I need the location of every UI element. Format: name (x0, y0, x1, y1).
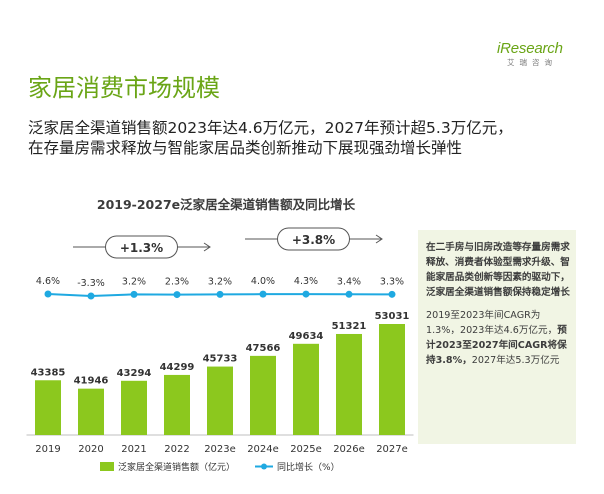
logo-subtitle: 艾瑞咨询 (507, 58, 557, 67)
insight-text-before: 2019至2023年间CAGR为1.3%，2023年达4.6万亿元， (426, 310, 558, 336)
category-label: 2027e (376, 444, 408, 455)
growth-value-label: 3.2% (122, 276, 146, 287)
bar-2019 (35, 380, 61, 435)
iresearch-logo: iResearch 艾瑞咨询 (497, 40, 577, 68)
category-label: 2021 (121, 444, 146, 455)
legend-item-sales: 泛家居全渠道销售额（亿元） (100, 460, 235, 473)
category-label: 2026e (333, 444, 365, 455)
bar-value-label: 45733 (203, 354, 238, 365)
cagr-bubble (277, 227, 350, 251)
legend-item-growth: 同比增长（%） (255, 460, 340, 473)
growth-point-2024e (259, 290, 267, 298)
cagr-arrow-head (203, 242, 211, 252)
growth-value-label: -3.3% (77, 278, 105, 289)
category-label: 2023e (204, 444, 236, 455)
bar-value-label: 44299 (160, 362, 195, 373)
growth-point-2020 (87, 292, 95, 300)
bar-value-label: 49634 (289, 331, 324, 342)
legend-label-growth: 同比增长（%） (277, 463, 340, 473)
bar-2026e (336, 333, 362, 435)
growth-point-2022 (173, 291, 181, 299)
subtitle-line-1: 泛家居全渠道销售额2023年达4.6万亿元，2027年预计超5.3万亿元， (28, 119, 513, 137)
growth-value-label: 2.3% (165, 277, 189, 288)
bar-value-label: 41946 (74, 376, 109, 387)
insight-text-after: 2027年达5.3万亿元 (471, 355, 560, 366)
bar-2021 (121, 380, 147, 435)
bar-value-label: 43294 (117, 368, 152, 379)
legend-bar-swatch (100, 462, 114, 471)
growth-point-2026e (345, 290, 353, 298)
insight-box: 在二手房与旧房改造等存量房需求释放、消费者体验型需求升级、智能家居品类创新等因素… (418, 230, 576, 444)
category-label: 2024e (247, 444, 279, 455)
bar-value-label: 53031 (375, 311, 410, 322)
growth-value-label: 3.4% (337, 276, 361, 287)
bar-2022 (164, 374, 190, 435)
logo-wordmark: iResearch (497, 40, 563, 57)
page-subtitle: 泛家居全渠道销售额2023年达4.6万亿元，2027年预计超5.3万亿元， 在存… (28, 118, 598, 158)
bar-2024e (250, 355, 276, 435)
category-label: 2020 (78, 444, 103, 455)
chart-legend: 泛家居全渠道销售额（亿元） 同比增长（%） (100, 460, 360, 473)
growth-point-2025e (302, 290, 310, 298)
chart-title: 2019-2027e泛家居全渠道销售额及同比增长 (96, 197, 356, 212)
insight-detail: 2019至2023年间CAGR为1.3%，2023年达4.6万亿元，预计2023… (426, 308, 570, 368)
growth-value-label: 3.3% (380, 276, 404, 287)
bar-2020 (78, 388, 104, 435)
growth-value-label: 3.2% (208, 276, 232, 287)
cagr-label: +3.8% (292, 233, 335, 247)
bar-value-label: 43385 (31, 367, 66, 378)
cagr-arrow-head (375, 234, 383, 244)
growth-point-2027e (388, 290, 396, 298)
bar-2023e (207, 366, 233, 435)
bar-2027e (379, 324, 405, 435)
category-label: 2019 (35, 444, 60, 455)
legend-label-sales: 泛家居全渠道销售额（亿元） (118, 463, 236, 473)
growth-value-label: 4.3% (294, 276, 318, 287)
growth-value-label: 4.0% (251, 276, 275, 287)
cagr-bubble (105, 235, 178, 259)
page-title: 家居消费市场规模 (28, 74, 220, 102)
insight-lead: 在二手房与旧房改造等存量房需求释放、消费者体验型需求升级、智能家居品类创新等因素… (426, 242, 570, 298)
cagr-label: +1.3% (120, 241, 163, 255)
subtitle-line-2: 在存量房需求释放与智能家居品类创新推动下展现强劲增长弹性 (28, 139, 463, 157)
growth-value-label: 4.6% (36, 276, 60, 287)
bar-value-label: 47566 (246, 343, 281, 354)
category-label: 2025e (290, 444, 322, 455)
bar-value-label: 51321 (332, 321, 367, 332)
growth-point-2023e (216, 290, 224, 298)
bar-2025e (293, 343, 319, 435)
growth-point-2021 (130, 290, 138, 298)
insight-text-bold: 预计2023至2027年间CAGR将保持3.8%， (426, 325, 567, 366)
legend-line-swatch (255, 463, 274, 470)
category-label: 2022 (164, 444, 189, 455)
growth-point-2019 (44, 290, 52, 298)
